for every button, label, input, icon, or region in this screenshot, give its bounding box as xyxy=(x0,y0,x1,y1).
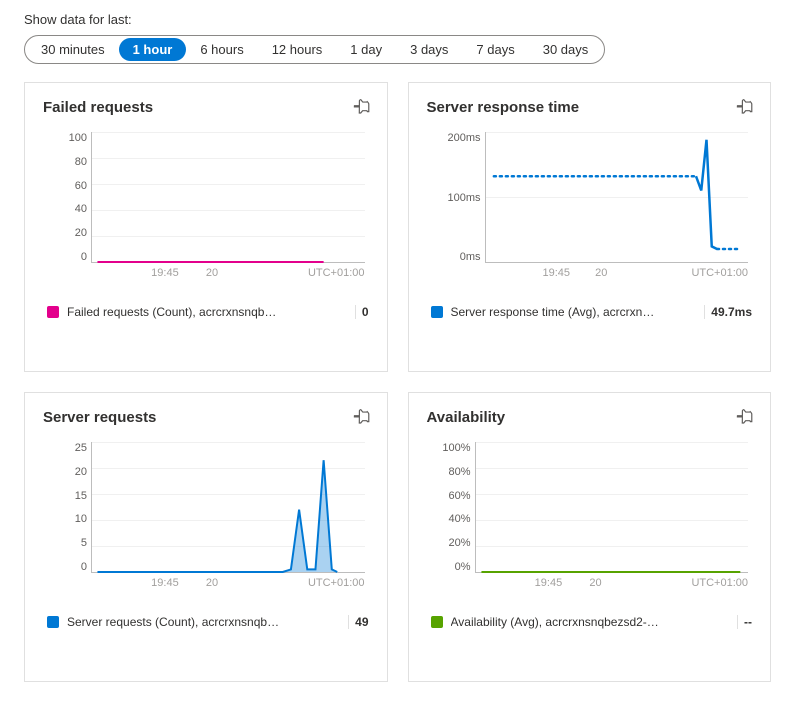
filter-label: Show data for last: xyxy=(24,12,771,27)
x-axis-labels: 19:4520UTC+01:00 xyxy=(475,577,749,597)
plot-area xyxy=(91,132,365,263)
legend-value: 49.7ms xyxy=(704,305,752,319)
legend-swatch xyxy=(431,306,443,318)
x-axis-labels: 19:4520UTC+01:00 xyxy=(91,267,365,287)
legend: Availability (Avg), acrcrxnsnqbezsd2-… -- xyxy=(427,615,753,629)
pin-icon[interactable] xyxy=(731,406,757,432)
time-pill-30-days[interactable]: 30 days xyxy=(529,38,603,61)
pin-icon[interactable] xyxy=(347,96,373,122)
plot-area xyxy=(475,442,749,573)
legend-label: Server requests (Count), acrcrxnsnqb… xyxy=(67,615,340,629)
chart[interactable]: 100%80%60%40%20%0%19:4520UTC+01:00 xyxy=(427,442,753,597)
x-axis-labels: 19:4520UTC+01:00 xyxy=(91,577,365,597)
y-axis-labels: 200ms100ms0ms xyxy=(427,132,481,263)
pin-icon[interactable] xyxy=(347,406,373,432)
metric-card: Server response time 200ms100ms0ms19:4520… xyxy=(408,82,772,372)
time-pill-12-hours[interactable]: 12 hours xyxy=(258,38,337,61)
chart[interactable]: 10080604020019:4520UTC+01:00 xyxy=(43,132,369,287)
plot-area xyxy=(91,442,365,573)
legend-label: Failed requests (Count), acrcrxnsnqb… xyxy=(67,305,347,319)
time-pill-1-day[interactable]: 1 day xyxy=(336,38,396,61)
time-range-selector: 30 minutes1 hour6 hours12 hours1 day3 da… xyxy=(24,35,605,64)
card-title: Availability xyxy=(427,409,506,426)
legend-value: 49 xyxy=(348,615,368,629)
legend: Server requests (Count), acrcrxnsnqb… 49 xyxy=(43,615,369,629)
metrics-grid: Failed requests10080604020019:4520UTC+01… xyxy=(24,82,771,682)
card-title: Failed requests xyxy=(43,99,153,116)
legend-label: Availability (Avg), acrcrxnsnqbezsd2-… xyxy=(451,615,730,629)
chart[interactable]: 200ms100ms0ms19:4520UTC+01:00 xyxy=(427,132,753,287)
y-axis-labels: 100%80%60%40%20%0% xyxy=(427,442,471,573)
legend-swatch xyxy=(431,616,443,628)
metric-card: Failed requests 10080604020019:4520UTC+01… xyxy=(24,82,388,372)
metric-card: Server requests 252015105019:4520UTC+01:0… xyxy=(24,392,388,682)
time-pill-6-hours[interactable]: 6 hours xyxy=(186,38,257,61)
time-pill-30-minutes[interactable]: 30 minutes xyxy=(27,38,119,61)
card-title: Server requests xyxy=(43,409,156,426)
x-axis-labels: 19:4520UTC+01:00 xyxy=(485,267,749,287)
legend: Failed requests (Count), acrcrxnsnqb… 0 xyxy=(43,305,369,319)
legend-swatch xyxy=(47,616,59,628)
legend-value: -- xyxy=(737,615,752,629)
plot-area xyxy=(485,132,749,263)
legend: Server response time (Avg), acrcrxn… 49.7… xyxy=(427,305,753,319)
y-axis-labels: 100806040200 xyxy=(43,132,87,263)
pin-icon[interactable] xyxy=(731,96,757,122)
y-axis-labels: 2520151050 xyxy=(43,442,87,573)
time-pill-7-days[interactable]: 7 days xyxy=(462,38,528,61)
chart[interactable]: 252015105019:4520UTC+01:00 xyxy=(43,442,369,597)
metric-card: Availability 100%80%60%40%20%0%19:4520UTC… xyxy=(408,392,772,682)
time-pill-1-hour[interactable]: 1 hour xyxy=(119,38,187,61)
legend-label: Server response time (Avg), acrcrxn… xyxy=(451,305,697,319)
legend-value: 0 xyxy=(355,305,369,319)
legend-swatch xyxy=(47,306,59,318)
card-title: Server response time xyxy=(427,99,580,116)
time-pill-3-days[interactable]: 3 days xyxy=(396,38,462,61)
